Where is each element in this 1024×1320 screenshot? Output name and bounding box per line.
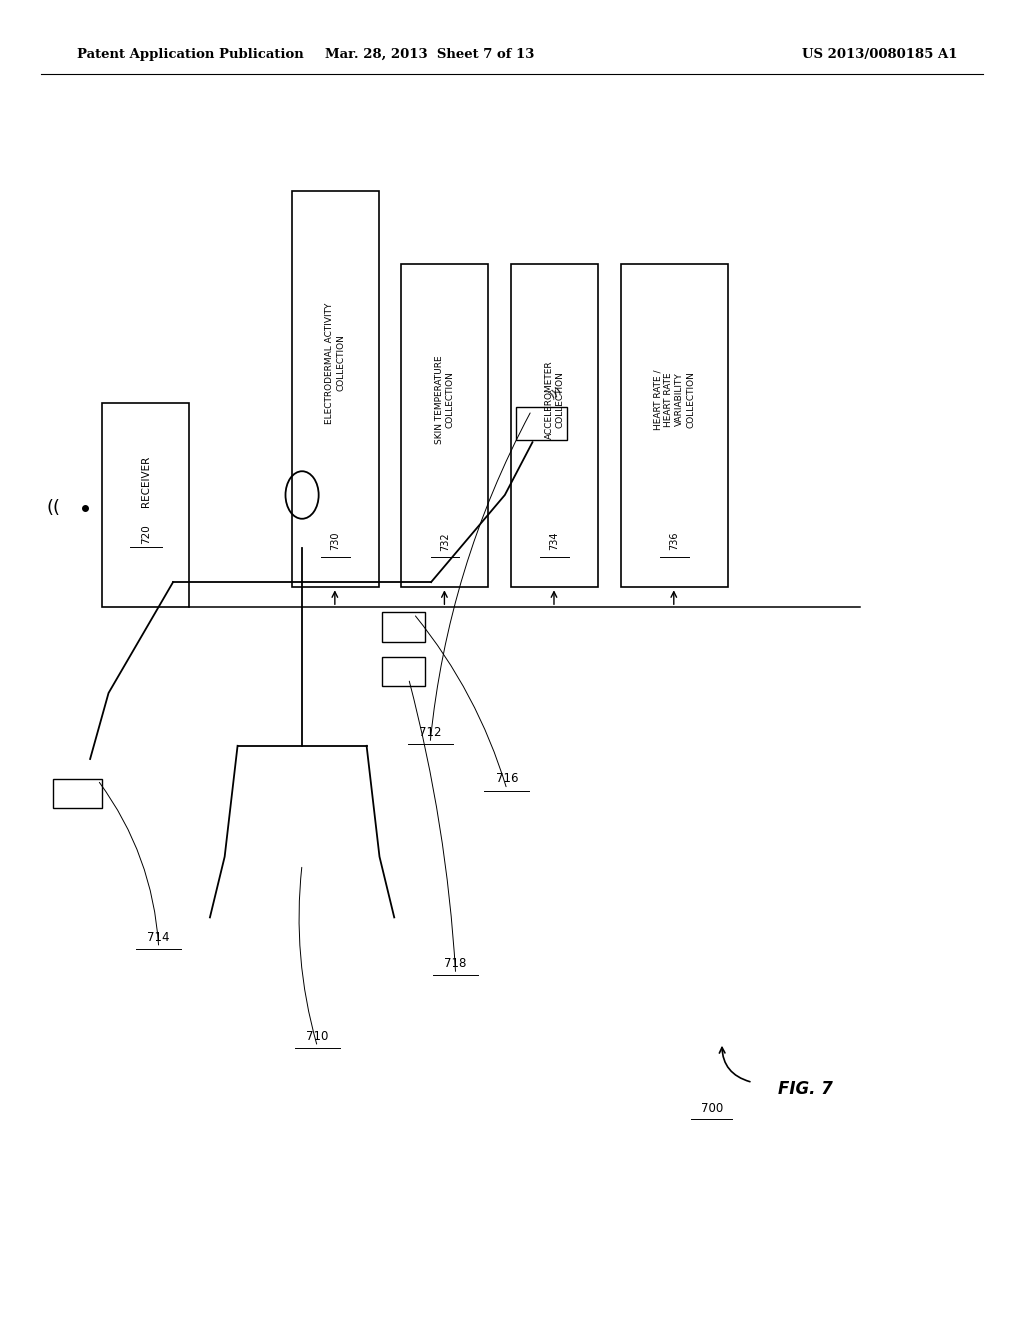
FancyBboxPatch shape <box>102 403 189 607</box>
Text: 716: 716 <box>496 772 518 785</box>
Text: 718: 718 <box>444 957 467 970</box>
FancyBboxPatch shape <box>52 779 101 808</box>
Text: 730: 730 <box>331 532 340 550</box>
Text: ACCELEROMETER
COLLECTION: ACCELEROMETER COLLECTION <box>545 360 564 438</box>
Text: ((: (( <box>46 499 60 517</box>
Text: 734: 734 <box>550 532 559 550</box>
Text: US 2013/0080185 A1: US 2013/0080185 A1 <box>802 48 957 61</box>
FancyBboxPatch shape <box>511 264 598 587</box>
FancyBboxPatch shape <box>401 264 488 587</box>
Text: RECEIVER: RECEIVER <box>141 455 151 507</box>
Text: HEART RATE /
HEART RATE
VARIABILITY
COLLECTION: HEART RATE / HEART RATE VARIABILITY COLL… <box>653 370 695 429</box>
Text: ELECTRODERMAL ACTIVITY
COLLECTION: ELECTRODERMAL ACTIVITY COLLECTION <box>326 302 345 424</box>
Text: 714: 714 <box>147 931 170 944</box>
Text: 700: 700 <box>700 1102 723 1115</box>
Text: Patent Application Publication: Patent Application Publication <box>77 48 303 61</box>
Text: 732: 732 <box>440 532 450 550</box>
Text: 736: 736 <box>670 532 679 550</box>
FancyBboxPatch shape <box>292 191 379 587</box>
FancyBboxPatch shape <box>382 657 425 686</box>
FancyBboxPatch shape <box>621 264 728 587</box>
Text: SKIN TEMPERATURE
COLLECTION: SKIN TEMPERATURE COLLECTION <box>435 355 455 444</box>
Text: 712: 712 <box>419 726 441 739</box>
Text: FIG. 7: FIG. 7 <box>778 1080 834 1098</box>
Text: ))): ))) <box>547 385 563 401</box>
Text: 720: 720 <box>141 524 151 544</box>
Text: 710: 710 <box>306 1030 329 1043</box>
FancyBboxPatch shape <box>516 407 567 440</box>
Text: Mar. 28, 2013  Sheet 7 of 13: Mar. 28, 2013 Sheet 7 of 13 <box>326 48 535 61</box>
FancyBboxPatch shape <box>382 612 425 642</box>
